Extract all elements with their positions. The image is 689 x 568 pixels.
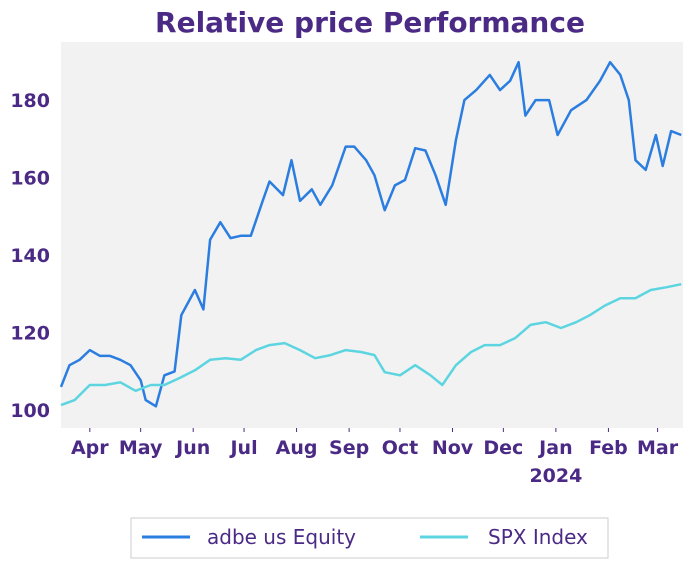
legend-box <box>130 517 609 559</box>
x-tick-label: Aug <box>276 437 318 459</box>
x-tick-label: Sep <box>329 437 369 459</box>
x-tick-label: Jan <box>537 437 572 459</box>
y-tick-label: 180 <box>10 90 50 112</box>
x-tick-label: Apr <box>71 437 109 459</box>
series-line-0 <box>59 60 682 408</box>
y-tick-label: 120 <box>10 323 50 345</box>
x-tick-label: Oct <box>382 437 419 459</box>
x-tick-label: May <box>119 437 163 459</box>
x-tick-label: Mar <box>637 437 679 459</box>
x-tick-label: Dec <box>483 437 523 459</box>
y-tick-label: 140 <box>10 245 50 267</box>
x-tick-label: Feb <box>589 437 628 459</box>
legend: adbe us Equity SPX Index <box>130 517 609 559</box>
x-tick-label: Nov <box>432 437 474 459</box>
y-tick-label: 100 <box>10 400 50 422</box>
plot-area <box>61 42 683 428</box>
series-line-1 <box>60 282 682 407</box>
x-tick-sublabel: 2024 <box>529 465 582 487</box>
x-tick-label: Jul <box>228 437 257 459</box>
chart-title: Relative price Performance <box>155 6 585 39</box>
y-tick-label: 160 <box>10 168 50 190</box>
x-tick-label: Jun <box>174 437 210 459</box>
legend-label-spx: SPX Index <box>488 525 588 549</box>
legend-label-adbe: adbe us Equity <box>207 525 356 549</box>
